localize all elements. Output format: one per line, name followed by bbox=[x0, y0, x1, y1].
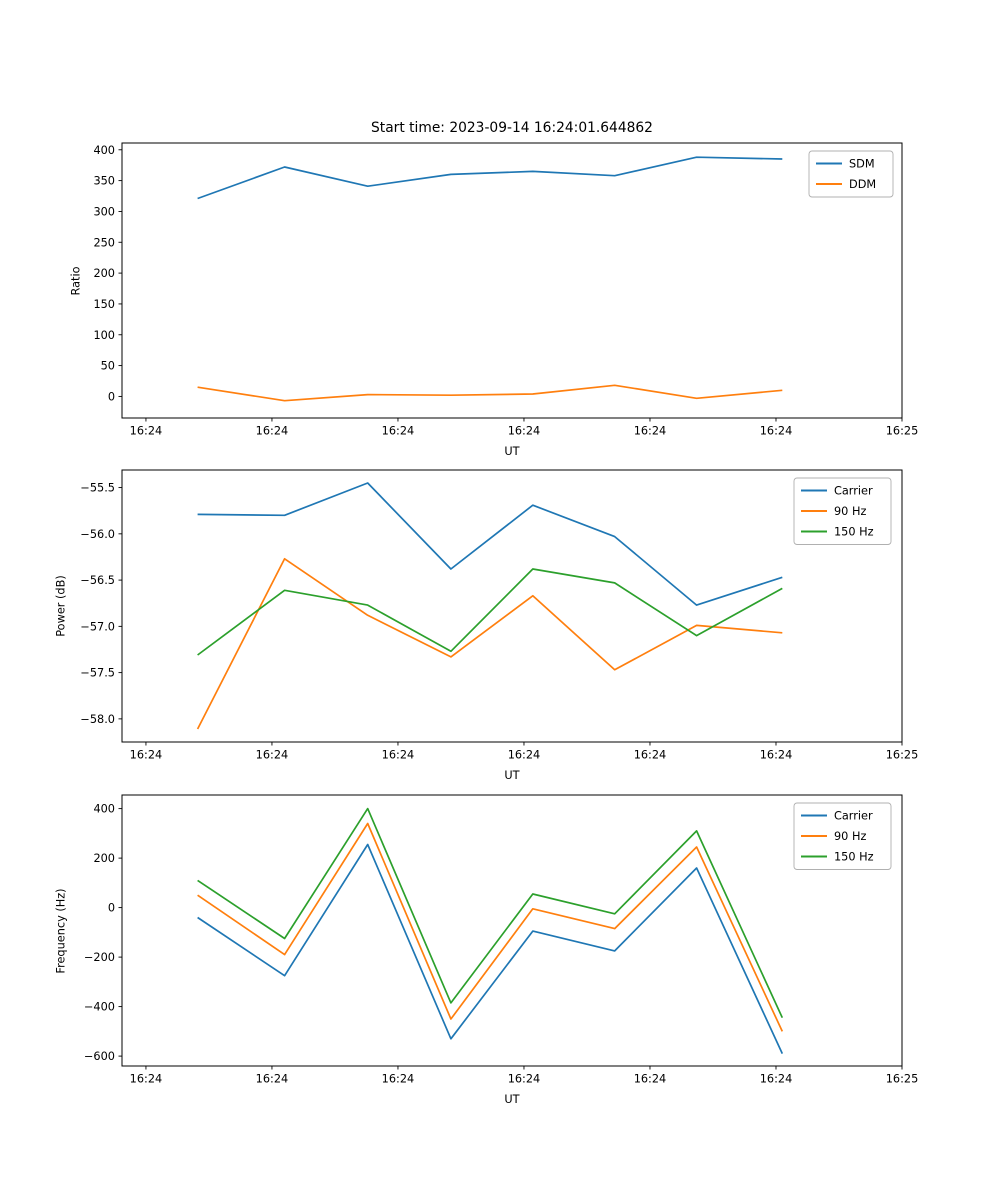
frequency-series-line-carrier bbox=[197, 843, 784, 1054]
x-tick-label: 16:24 bbox=[382, 1073, 415, 1086]
frequency-legend-box bbox=[793, 802, 892, 870]
x-tick-label: 16:24 bbox=[508, 749, 541, 762]
x-tick-label: 16:24 bbox=[634, 425, 667, 438]
x-tick-label: 16:24 bbox=[760, 1073, 793, 1086]
y-tick-label: −400 bbox=[84, 1001, 115, 1014]
x-tick-label: 16:25 bbox=[886, 749, 919, 762]
y-tick-label: −58.0 bbox=[80, 713, 115, 726]
y-tick-label: 300 bbox=[93, 205, 115, 218]
ratio-chart: 16:24 16:24 16:24 16:24 16:24 16:24 16:25 400 35… bbox=[93, 142, 919, 438]
ratio-series-line-sdm bbox=[197, 156, 783, 200]
y-tick-label: 400 bbox=[93, 803, 115, 816]
x-tick-label: 16:24 bbox=[508, 1073, 541, 1086]
power-series-line-150-hz bbox=[197, 568, 783, 656]
ratio-series-line-ddm bbox=[197, 384, 783, 402]
frequency-series-line-150-hz bbox=[197, 807, 784, 1019]
x-tick-label: 16:24 bbox=[760, 425, 793, 438]
x-tick-label: 16:24 bbox=[130, 425, 163, 438]
frequency-y-ticks: 400 200 0 −200 −400 −600 bbox=[84, 803, 122, 1063]
y-tick-label: 0 bbox=[108, 902, 115, 915]
legend-label: Carrier bbox=[834, 810, 873, 823]
x-tick-label: 16:24 bbox=[508, 425, 541, 438]
frequency-axes-frame bbox=[121, 794, 903, 1067]
y-tick-label: −200 bbox=[84, 951, 115, 964]
frequency-chart-yaxis-label: Frequency (Hz) bbox=[54, 888, 68, 974]
power-legend: Carrier 90 Hz 150 Hz bbox=[793, 477, 892, 545]
frequency-chart-xaxis-label: UT bbox=[504, 1093, 520, 1106]
y-tick-label: 0 bbox=[108, 390, 115, 403]
y-tick-label: −55.5 bbox=[80, 482, 115, 495]
power-legend-box bbox=[793, 477, 892, 545]
power-series-line-carrier bbox=[197, 482, 783, 606]
y-tick-label: −56.5 bbox=[80, 574, 115, 587]
legend-label: SDM bbox=[849, 158, 875, 171]
frequency-chart: 16:24 16:24 16:24 16:24 16:24 16:24 16:25 400 20… bbox=[84, 794, 919, 1086]
y-tick-label: 150 bbox=[93, 298, 115, 311]
ratio-legend: SDM DDM bbox=[808, 150, 894, 198]
frequency-series-line-90-hz bbox=[197, 822, 784, 1032]
ratio-x-ticks: 16:24 16:24 16:24 16:24 16:24 16:24 16:25 bbox=[130, 418, 919, 438]
figure-title: Start time: 2023-09-14 16:24:01.644862 bbox=[371, 120, 653, 136]
x-tick-label: 16:24 bbox=[256, 749, 289, 762]
y-tick-label: −57.0 bbox=[80, 620, 115, 633]
x-tick-label: 16:25 bbox=[886, 425, 919, 438]
y-tick-label: 200 bbox=[93, 852, 115, 865]
legend-label: 90 Hz bbox=[834, 505, 866, 518]
power-series-line-90-hz bbox=[196, 557, 783, 730]
power-chart: 16:24 16:24 16:24 16:24 16:24 16:24 16:25 −55.5… bbox=[80, 469, 919, 762]
y-tick-label: −57.5 bbox=[80, 667, 115, 680]
x-tick-label: 16:24 bbox=[130, 1073, 163, 1086]
y-tick-label: 50 bbox=[101, 360, 115, 373]
power-chart-yaxis-label: Power (dB) bbox=[54, 575, 68, 637]
y-tick-label: 200 bbox=[93, 267, 115, 280]
ratio-chart-xaxis-label: UT bbox=[504, 445, 520, 458]
ratio-chart-yaxis-label: Ratio bbox=[69, 266, 83, 296]
y-tick-label: −56.0 bbox=[80, 528, 115, 541]
power-chart-xaxis-label: UT bbox=[504, 769, 520, 782]
y-tick-label: 250 bbox=[93, 236, 115, 249]
legend-label: 150 Hz bbox=[834, 526, 874, 539]
x-tick-label: 16:24 bbox=[634, 1073, 667, 1086]
power-x-ticks: 16:24 16:24 16:24 16:24 16:24 16:24 16:25 bbox=[130, 742, 919, 762]
ratio-legend-box bbox=[808, 150, 894, 198]
power-axes-frame bbox=[121, 469, 903, 743]
legend-label: 90 Hz bbox=[834, 830, 866, 843]
x-tick-label: 16:24 bbox=[382, 749, 415, 762]
x-tick-label: 16:24 bbox=[130, 749, 163, 762]
ratio-y-ticks: 400 350 300 250 200 150 100 50 0 bbox=[93, 144, 122, 403]
frequency-x-ticks: 16:24 16:24 16:24 16:24 16:24 16:24 16:25 bbox=[130, 1066, 919, 1086]
x-tick-label: 16:24 bbox=[256, 425, 289, 438]
ratio-axes-frame bbox=[121, 142, 903, 419]
x-tick-label: 16:25 bbox=[886, 1073, 919, 1086]
legend-label: DDM bbox=[849, 178, 876, 191]
legend-label: 150 Hz bbox=[834, 851, 874, 864]
x-tick-label: 16:24 bbox=[382, 425, 415, 438]
y-tick-label: 100 bbox=[93, 329, 115, 342]
y-tick-label: −600 bbox=[84, 1050, 115, 1063]
y-tick-label: 350 bbox=[93, 175, 115, 188]
legend-label: Carrier bbox=[834, 485, 873, 498]
x-tick-label: 16:24 bbox=[256, 1073, 289, 1086]
frequency-legend: Carrier 90 Hz 150 Hz bbox=[793, 802, 892, 870]
x-tick-label: 16:24 bbox=[634, 749, 667, 762]
x-tick-label: 16:24 bbox=[760, 749, 793, 762]
power-y-ticks: −55.5 −56.0 −56.5 −57.0 −57.5 −58.0 bbox=[80, 482, 122, 726]
y-tick-label: 400 bbox=[93, 144, 115, 157]
